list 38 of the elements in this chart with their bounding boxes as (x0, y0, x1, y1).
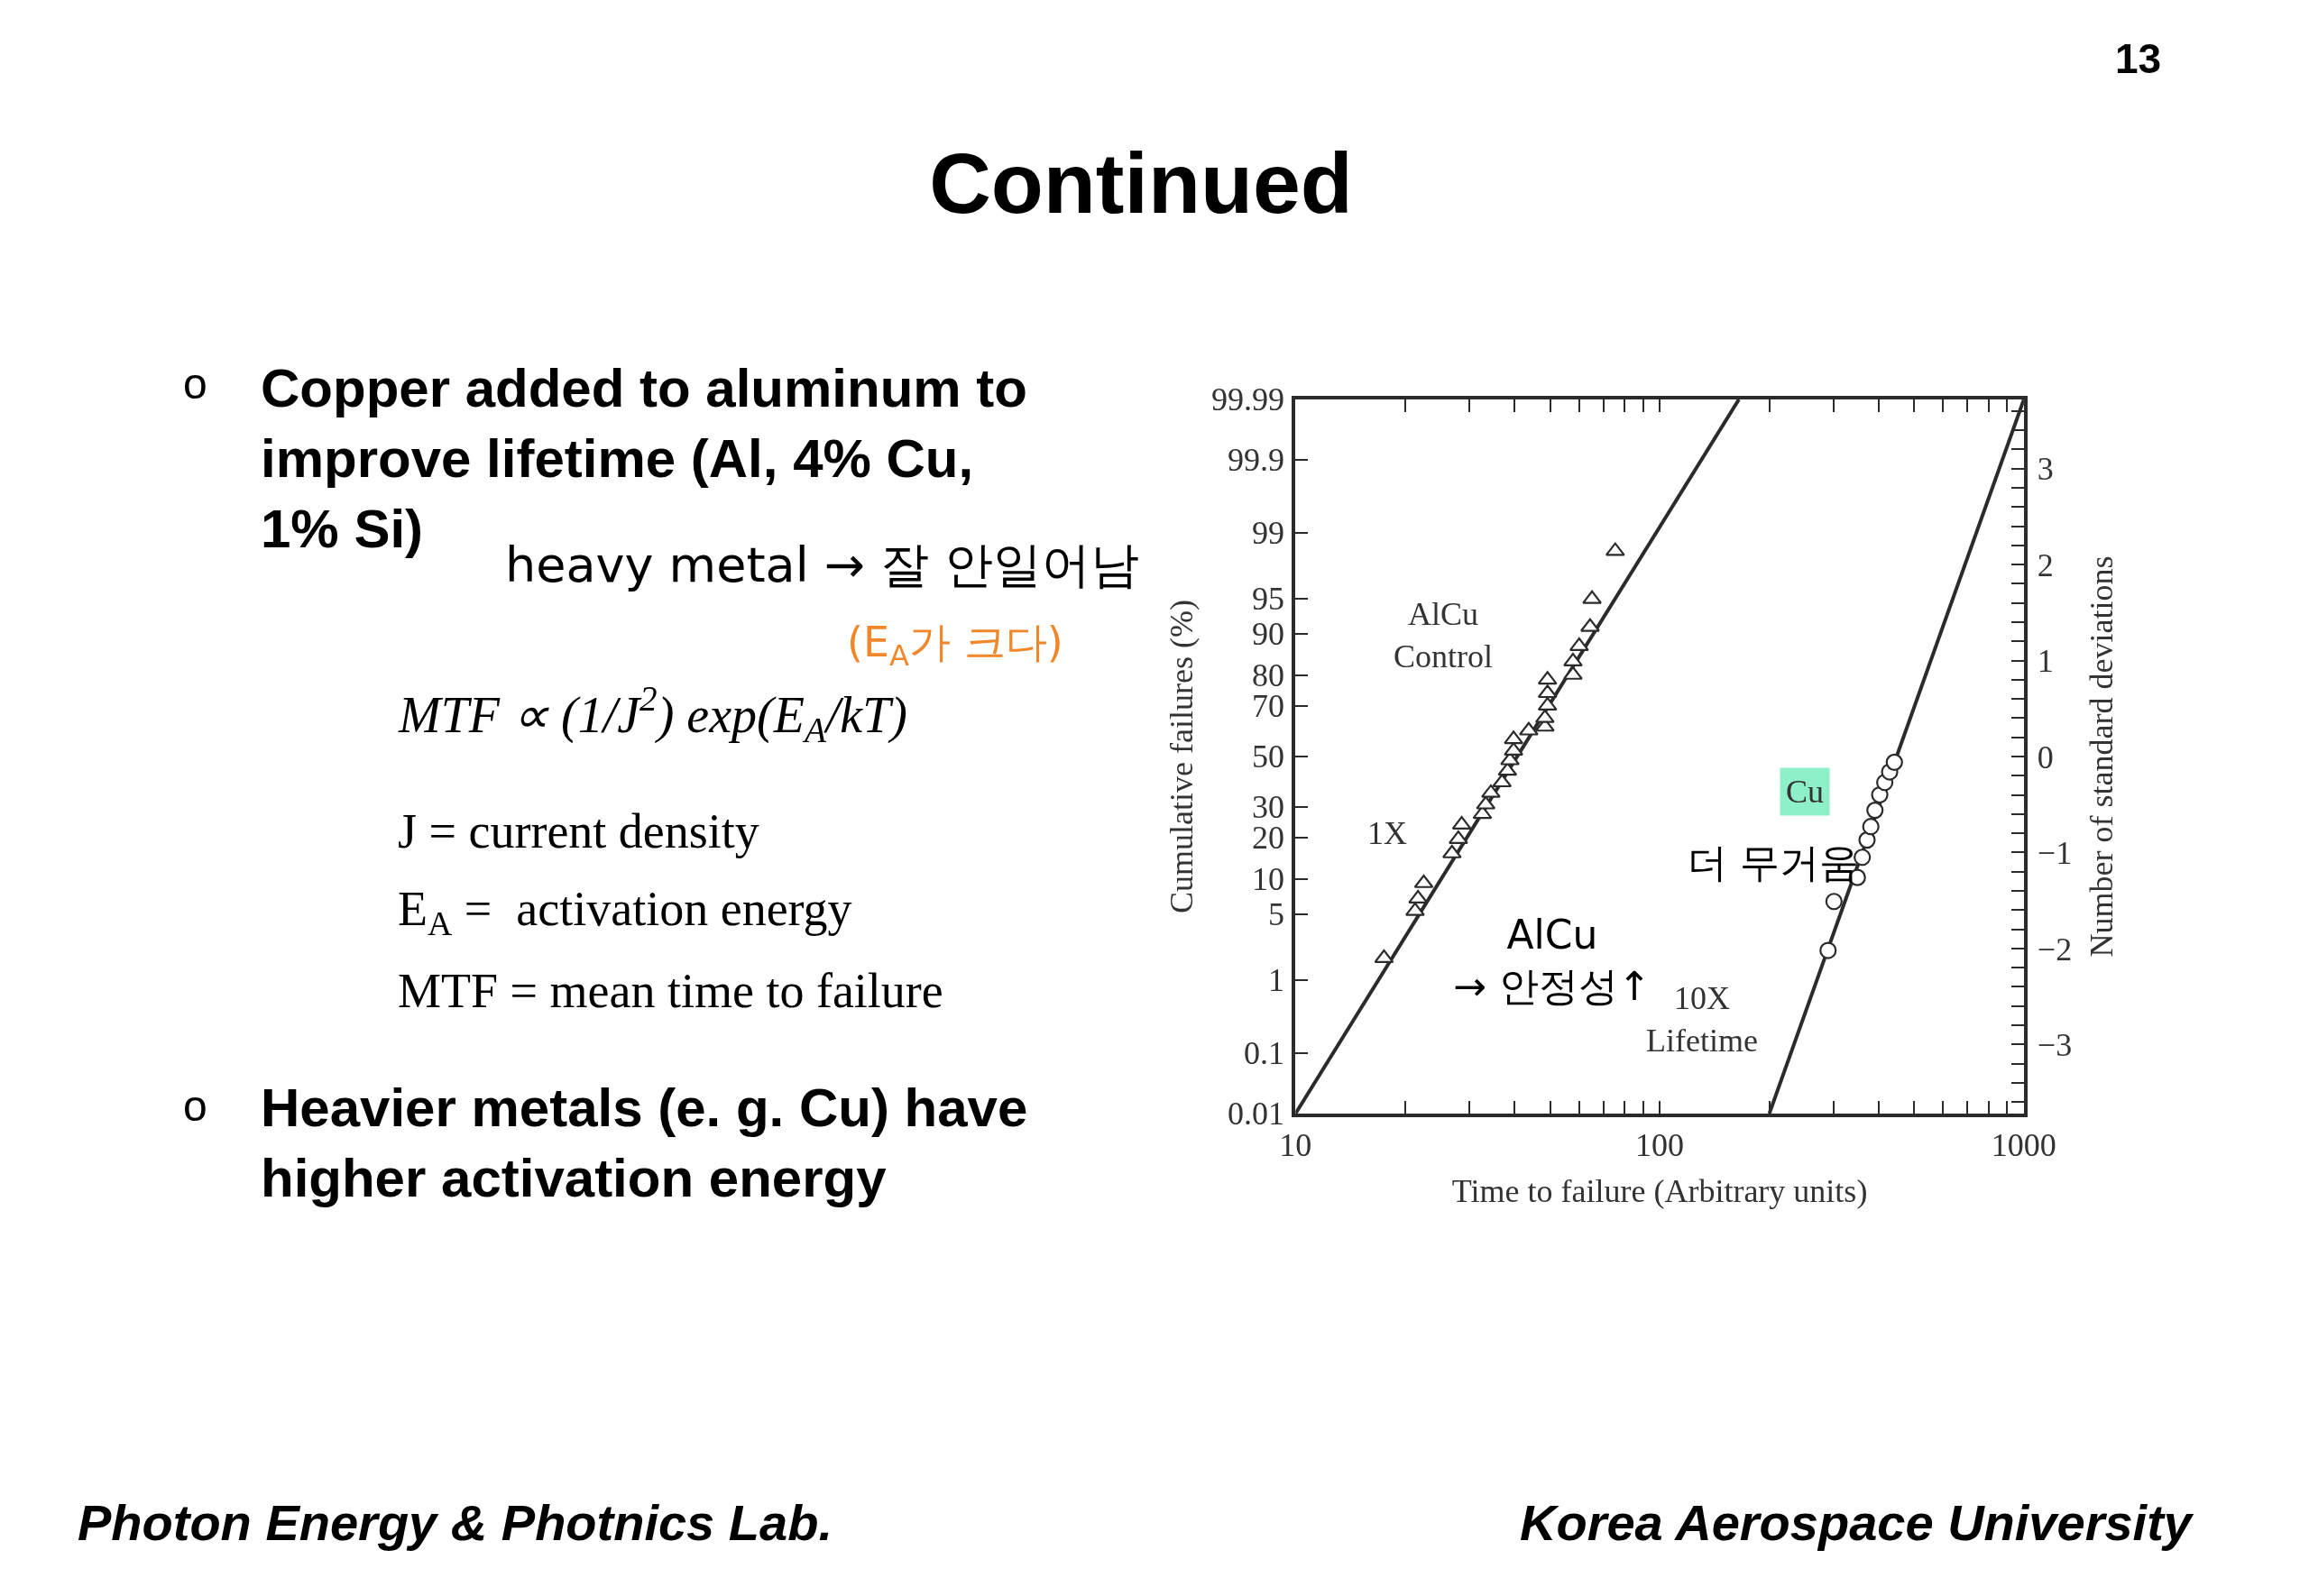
text: 0.1 (1244, 1035, 1284, 1071)
annotation: Cu (1786, 774, 1825, 810)
text: 99.9 (1228, 442, 1284, 478)
text: o (183, 360, 207, 408)
text: Photon Energy & Photnics Lab. (78, 1494, 833, 1551)
text: 99 (1252, 515, 1284, 551)
text: 1 (1268, 962, 1284, 998)
annotation: 1X (1367, 815, 1407, 851)
y2-tick-label: 2 (2037, 546, 2054, 583)
text: 5 (1268, 896, 1284, 932)
text: (E$_{A}$가 크다) (847, 618, 1063, 673)
text: 10 (1252, 861, 1284, 897)
text: Korea Aerospace University (1520, 1494, 2194, 1551)
annotation: 더 무거움 (1688, 839, 1859, 885)
y-axis-title: Cumulative failures (%) (1163, 600, 1200, 913)
x-axis-title: Time to failure (Arbitrary units) (1451, 1173, 1868, 1210)
annotation: AlCu Control (1394, 596, 1494, 674)
x-tick-label: 1000 (1991, 1127, 2056, 1164)
text: 50 (1252, 738, 1284, 775)
text: MTF = mean time to failure (398, 964, 943, 1018)
text: 95 (1252, 581, 1284, 617)
text: E$_{A}$ = activation energy (398, 882, 852, 943)
text: 90 (1252, 616, 1284, 652)
y2-tick-label: 1 (2037, 643, 2054, 680)
y2-tick-label: −1 (2037, 835, 2073, 872)
chart-title: Continued (929, 135, 1353, 232)
y2-tick-label: 3 (2037, 451, 2054, 488)
text: 13 (2115, 35, 2162, 82)
text: Heavier metals (e. g. Cu) have higher activation energy (261, 1078, 1028, 1208)
text: J = current density (398, 804, 759, 858)
y2-axis-title: Number of standard deviations (2083, 555, 2120, 958)
text: MTF ∝ (1/J$^{2}$) exp(E$_{A}$/kT) (398, 679, 908, 750)
y2-tick-label: −2 (2037, 931, 2073, 968)
y2-tick-label: −3 (2037, 1026, 2073, 1063)
y2-tick-label: 0 (2037, 738, 2054, 775)
text: 99.99 (1211, 381, 1284, 417)
text: o (183, 1082, 207, 1130)
x-tick-label: 100 (1635, 1127, 1685, 1164)
